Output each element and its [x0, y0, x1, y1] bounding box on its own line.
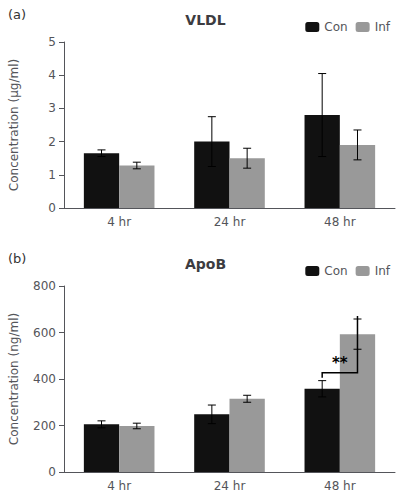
- svg-text:0: 0: [48, 465, 56, 479]
- svg-text:48 hr: 48 hr: [324, 215, 356, 229]
- svg-text:(a): (a): [8, 7, 26, 22]
- svg-text:24 hr: 24 hr: [214, 215, 246, 229]
- svg-text:Concentration (μg/ml): Concentration (μg/ml): [7, 59, 21, 191]
- svg-text:Inf: Inf: [375, 20, 391, 34]
- svg-text:Concentration (ng/ml): Concentration (ng/ml): [7, 313, 21, 445]
- svg-text:0: 0: [48, 201, 56, 215]
- svg-text:5: 5: [48, 35, 56, 49]
- svg-text:ApoB: ApoB: [185, 256, 226, 272]
- svg-text:24 hr: 24 hr: [214, 479, 246, 493]
- svg-text:400: 400: [33, 372, 56, 386]
- svg-text:200: 200: [33, 419, 56, 433]
- svg-text:48 hr: 48 hr: [324, 479, 356, 493]
- svg-text:4 hr: 4 hr: [107, 215, 131, 229]
- svg-text:Con: Con: [324, 20, 347, 34]
- svg-text:1: 1: [48, 168, 56, 182]
- svg-text:Inf: Inf: [375, 264, 391, 278]
- svg-text:600: 600: [33, 326, 56, 340]
- svg-text:VLDL: VLDL: [185, 12, 225, 28]
- svg-text:(b): (b): [8, 251, 26, 266]
- svg-text:4: 4: [48, 68, 56, 82]
- svg-text:Con: Con: [324, 264, 347, 278]
- svg-text:3: 3: [48, 101, 56, 115]
- svg-text:4 hr: 4 hr: [107, 479, 131, 493]
- svg-text:2: 2: [48, 135, 56, 149]
- svg-text:800: 800: [33, 279, 56, 293]
- svg-text:**: **: [332, 354, 348, 372]
